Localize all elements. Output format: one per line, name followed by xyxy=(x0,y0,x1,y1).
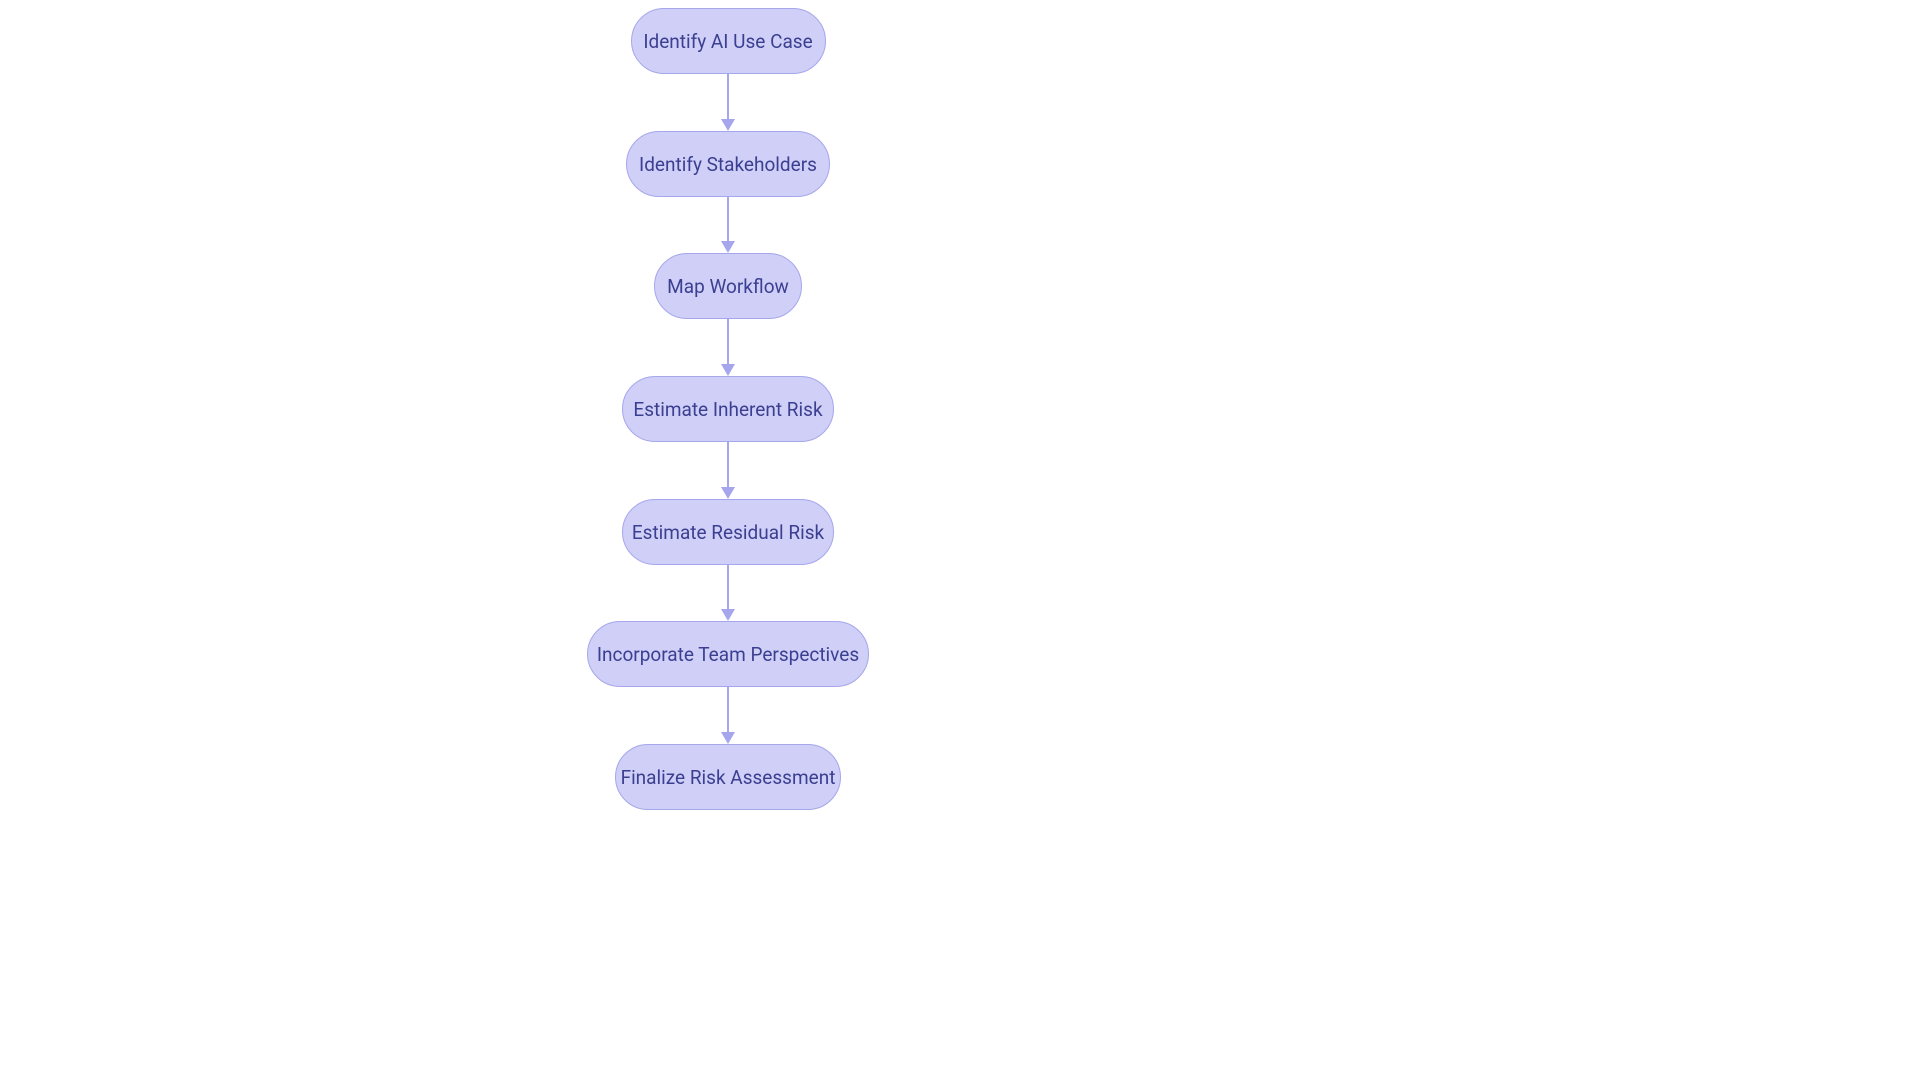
flow-node-n7: Finalize Risk Assessment xyxy=(615,744,841,810)
flow-node-n6: Incorporate Team Perspectives xyxy=(587,621,869,687)
flow-node-n2: Identify Stakeholders xyxy=(626,131,830,197)
flow-node-label: Finalize Risk Assessment xyxy=(621,766,836,789)
flow-edge-n2-n3 xyxy=(727,197,729,241)
flow-node-n1: Identify AI Use Case xyxy=(631,8,826,74)
flow-edge-n5-n6 xyxy=(727,565,729,609)
flow-node-n3: Map Workflow xyxy=(654,253,802,319)
flow-node-label: Estimate Residual Risk xyxy=(632,521,824,544)
flow-node-label: Identify Stakeholders xyxy=(639,153,817,176)
flowchart-canvas: Identify AI Use Case Identify Stakeholder… xyxy=(0,0,1920,1080)
flow-edge-n3-n4 xyxy=(727,319,729,364)
flow-node-label: Incorporate Team Perspectives xyxy=(597,643,859,666)
arrow-down-icon xyxy=(721,364,735,376)
flow-node-n5: Estimate Residual Risk xyxy=(622,499,834,565)
flow-node-label: Identify AI Use Case xyxy=(643,30,812,53)
flow-edge-n6-n7 xyxy=(727,687,729,732)
arrow-down-icon xyxy=(721,487,735,499)
arrow-down-icon xyxy=(721,119,735,131)
flow-edge-n1-n2 xyxy=(727,74,729,119)
flow-edge-n4-n5 xyxy=(727,442,729,487)
arrow-down-icon xyxy=(721,241,735,253)
flow-node-n4: Estimate Inherent Risk xyxy=(622,376,834,442)
flow-node-label: Map Workflow xyxy=(667,275,789,298)
arrow-down-icon xyxy=(721,732,735,744)
flow-node-label: Estimate Inherent Risk xyxy=(633,398,822,421)
arrow-down-icon xyxy=(721,609,735,621)
